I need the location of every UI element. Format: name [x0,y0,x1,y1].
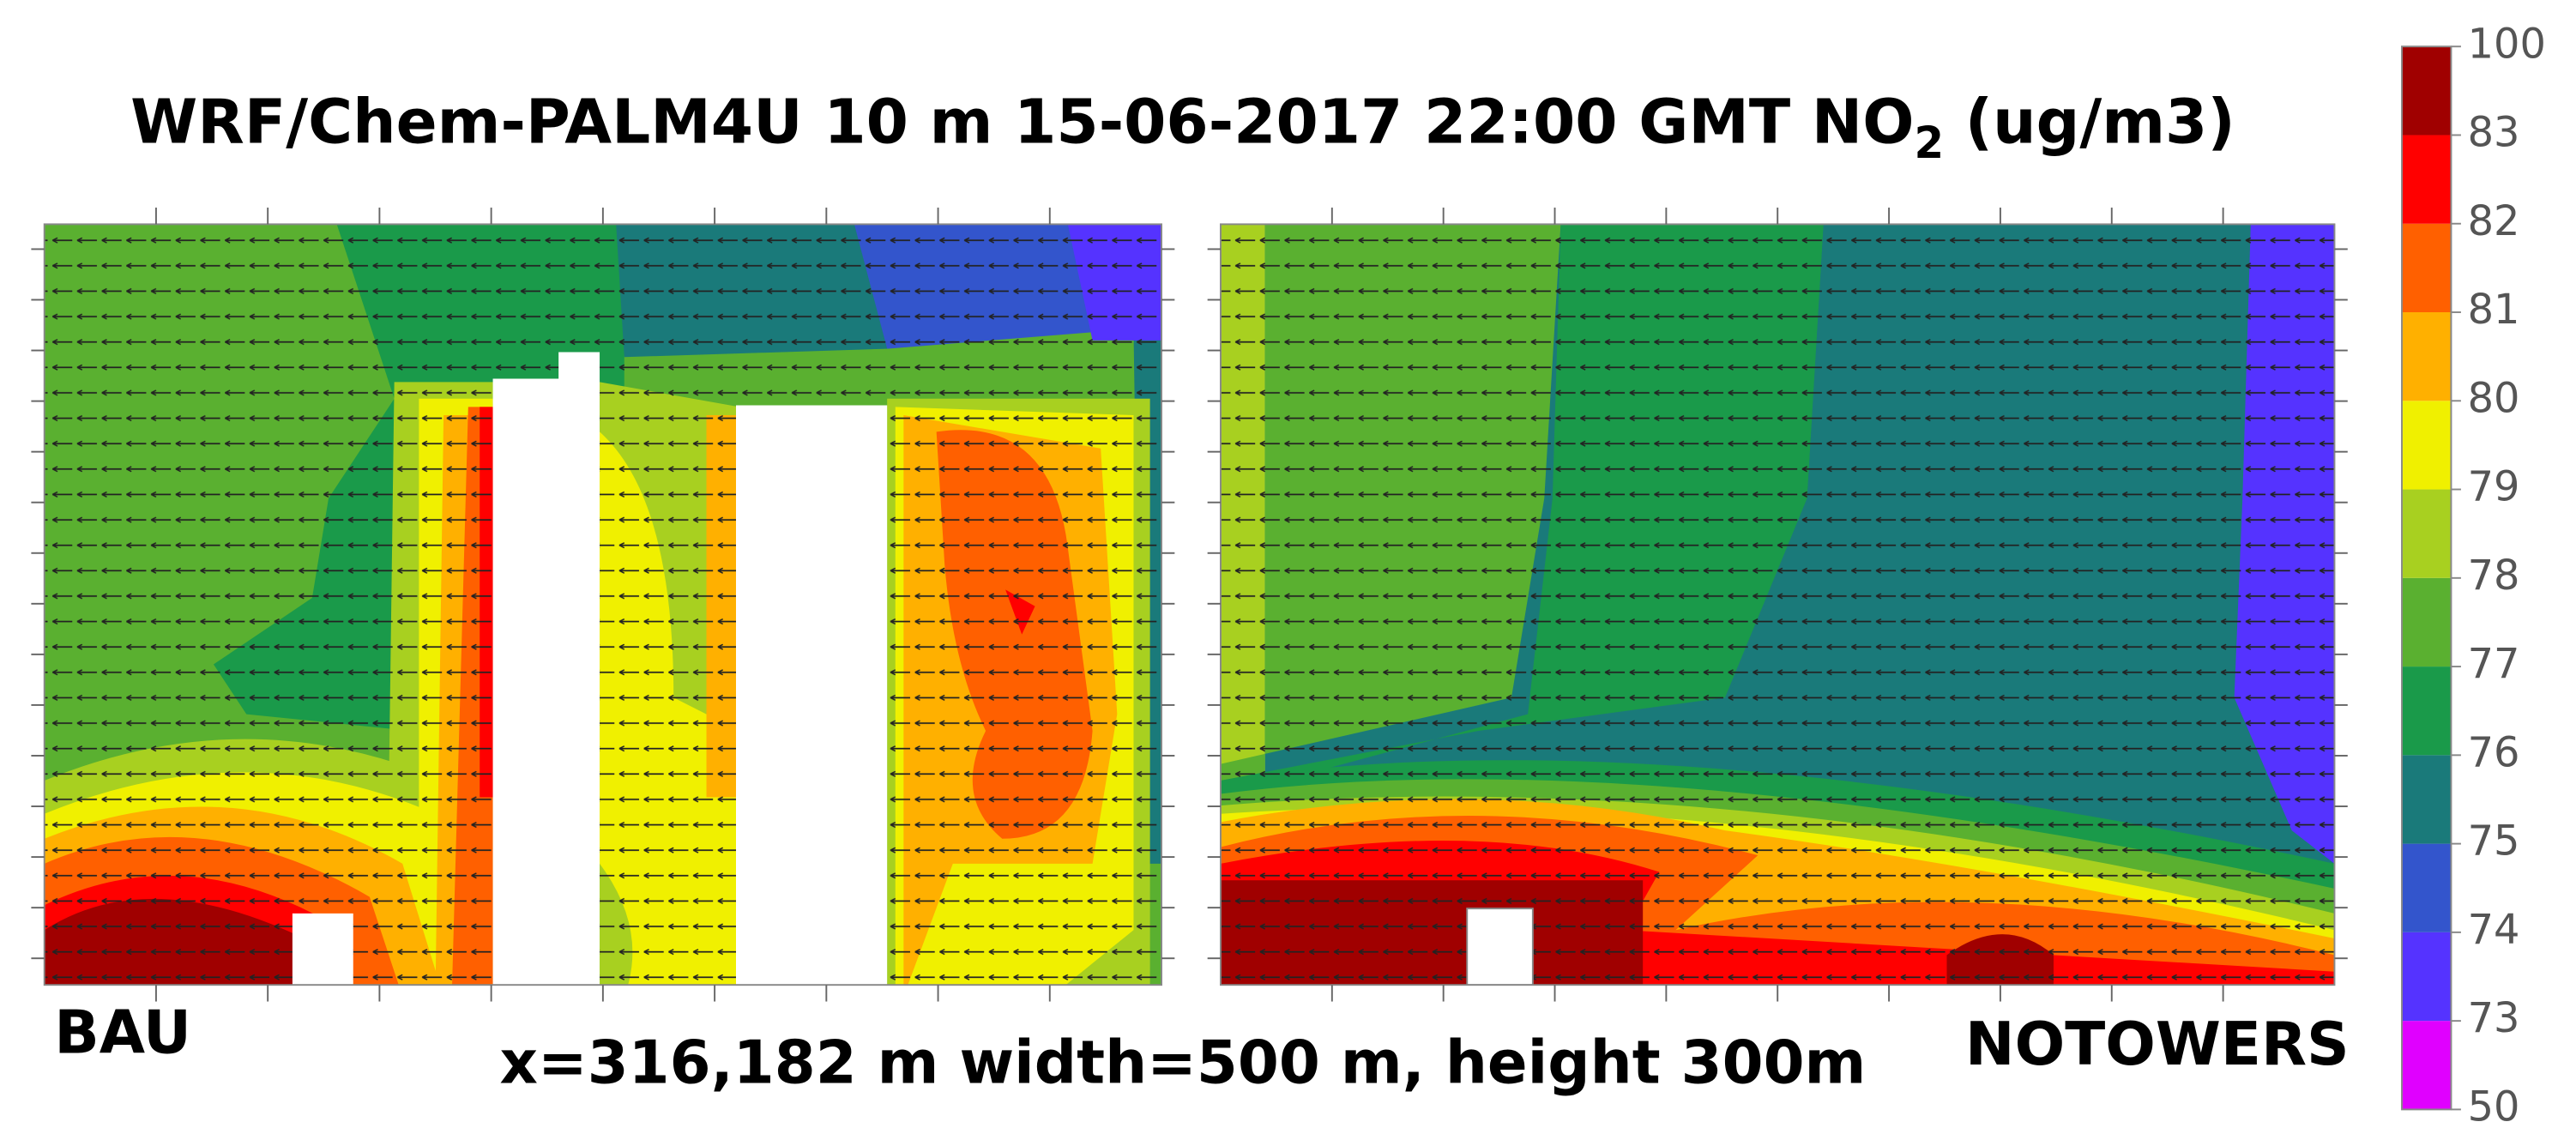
colorbar: 50 73 74 75 76 77 78 79 80 81 82 83 100 [2401,20,2546,1131]
colorbar-band [2401,312,2452,401]
title: WRF/Chem-PALM4U 10 m 15-06-2017 22:00 GM… [130,86,2235,168]
title-main: WRF/Chem-PALM4U 10 m 15-06-2017 22:00 GM… [130,86,1914,157]
colorbar-label: 80 [2468,374,2520,422]
colorbar-label: 81 [2468,286,2520,334]
colorbar-label: 50 [2468,1083,2520,1131]
colorbar-band [2401,489,2452,578]
colorbar-label: 83 [2468,108,2520,156]
colorbar-label: 78 [2468,552,2520,600]
panel-label: BAU [54,998,191,1067]
colorbar-band [2401,843,2452,932]
colorbar-band [2401,577,2452,667]
colorbar-label: 73 [2468,994,2520,1042]
colorbar-label: 82 [2468,197,2520,245]
colorbar-label: 79 [2468,462,2520,510]
colorbar-band [2401,755,2452,844]
colorbar-band [2401,401,2452,490]
colorbar-band [2401,666,2452,756]
colorbar-band [2401,1021,2452,1110]
panel-ticks [31,208,2348,1002]
caption: x=316,182 m width=500 m, height 300m [499,1028,1866,1097]
colorbar-label: 76 [2468,728,2520,776]
notowers-field [1220,224,2335,986]
bau-field [44,224,1162,986]
colorbar-band [2401,46,2452,136]
colorbar-label: 75 [2468,817,2520,865]
panel-label: NOTOWERS [1965,1010,2350,1079]
colorbar-band [2401,932,2452,1022]
title-subscript: 2 [1914,118,1944,168]
colorbar-label: 100 [2468,20,2546,68]
colorbar-band [2401,223,2452,313]
colorbar-label: 77 [2468,640,2520,688]
colorbar-band [2401,135,2452,224]
colorbar-label: 74 [2468,906,2520,954]
title-tail: (ug/m3) [1944,86,2235,157]
